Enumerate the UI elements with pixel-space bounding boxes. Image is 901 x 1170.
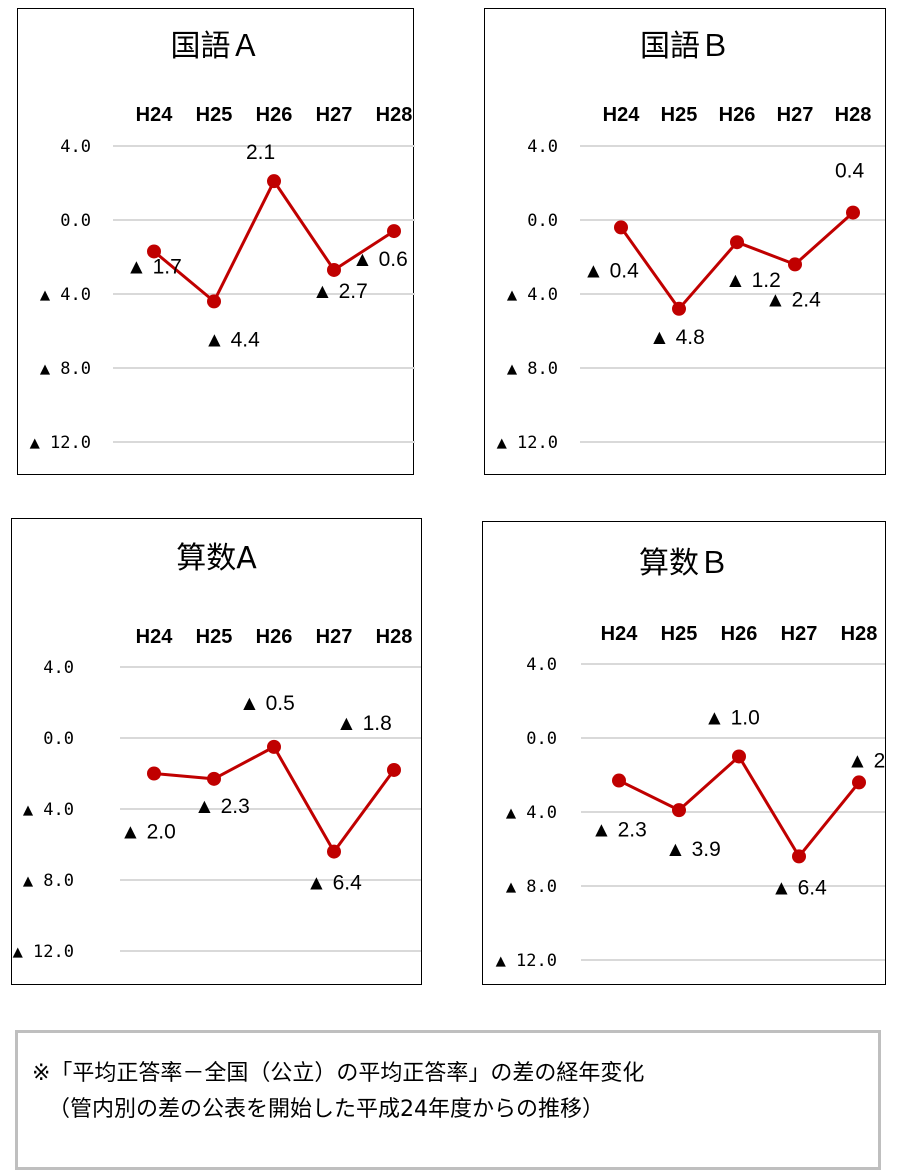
data-label: ▲ 4.8: [649, 326, 705, 349]
x-category-label: H24: [136, 626, 174, 648]
data-point: [327, 844, 341, 859]
y-tick-label: ▲ 4.0: [40, 285, 91, 305]
y-tick-label: 0.0: [43, 729, 74, 749]
x-category-label: H26: [719, 104, 756, 126]
y-tick-label: 4.0: [526, 655, 557, 675]
data-label: ▲ 2.4: [765, 288, 821, 311]
data-label: ▲ 0.5: [239, 692, 295, 715]
data-label: ▲ 1.7: [126, 255, 182, 278]
x-category-label: H28: [835, 104, 872, 126]
x-category-label: H24: [603, 104, 641, 126]
y-tick-label: ▲ 12.0: [497, 433, 558, 453]
data-label: ▲ 2.7: [312, 280, 368, 303]
data-point: [792, 849, 806, 864]
y-tick-label: ▲ 4.0: [506, 803, 557, 823]
footnote-line-2: （管内別の差の公表を開始した平成24年度からの推移）: [48, 1097, 604, 1122]
y-tick-label: ▲ 8.0: [507, 359, 558, 379]
chart-plot: 4.0 0.0 ▲ 4.0 ▲ 8.0 ▲ 12.0 H24 H25 H26 H27 H28 ▲ 1…: [30, 104, 415, 453]
y-tick-label: ▲ 12.0: [13, 942, 74, 962]
data-point: [730, 235, 744, 250]
x-category-label: H24: [601, 623, 639, 645]
x-category-label: H25: [661, 623, 698, 645]
x-category-label: H27: [316, 626, 353, 648]
data-label: ▲ 0.6: [352, 248, 408, 271]
data-point: [852, 775, 866, 790]
data-point: [846, 205, 860, 220]
x-category-label: H27: [777, 104, 814, 126]
y-tick-label: ▲ 4.0: [23, 800, 74, 820]
data-point: [207, 294, 221, 309]
chart-plot: 4.0 0.0 ▲ 4.0 ▲ 8.0 ▲ 12.0 H24 H25 H26 H27 H28 ▲ 2…: [13, 626, 421, 962]
series-line: [618, 755, 861, 858]
x-category-label: H25: [196, 626, 233, 648]
y-tick-label: 4.0: [60, 137, 91, 157]
y-tick-label: 4.0: [43, 658, 74, 678]
y-tick-label: ▲ 8.0: [40, 359, 91, 379]
data-point: [267, 174, 281, 189]
data-label: ▲ 2.4: [847, 749, 887, 772]
data-label: ▲ 3.9: [665, 838, 721, 861]
chart-title: 国語Ｂ: [640, 29, 730, 64]
data-label: ▲ 2.3: [194, 795, 250, 818]
y-tick-label: 4.0: [527, 137, 558, 157]
chart-panel-sansu-b: 算数Ｂ 4.0 0.0 ▲ 4.0 ▲ 8.0 ▲ 12.0 H24 H25 H26 H27 H2…: [482, 521, 887, 985]
y-tick-label: 0.0: [526, 729, 557, 749]
footnote-box: ※「平均正答率－全国（公立）の平均正答率」の差の経年変化 （管内別の差の公表を開…: [15, 1030, 881, 1170]
y-tick-label: 0.0: [60, 211, 91, 231]
y-tick-label: ▲ 8.0: [506, 877, 557, 897]
data-point: [788, 257, 802, 272]
data-point: [612, 773, 626, 788]
y-tick-label: ▲ 12.0: [496, 951, 557, 971]
data-label: 0.4: [835, 160, 865, 183]
data-label: ▲ 4.4: [204, 328, 260, 351]
data-point: [387, 762, 401, 777]
data-point: [732, 749, 746, 764]
x-category-label: H26: [256, 626, 293, 648]
chart-panel-kokugo-b: 国語Ｂ 4.0 0.0 ▲ 4.0 ▲ 8.0 ▲ 12.0 H24 H25 H26 H27 H2…: [484, 8, 886, 475]
data-point: [672, 301, 686, 316]
x-category-label: H28: [376, 626, 413, 648]
chart-title: 算数Ｂ: [639, 546, 729, 581]
x-category-label: H25: [196, 104, 233, 126]
footnote-line-1: ※「平均正答率－全国（公立）の平均正答率」の差の経年変化: [32, 1061, 645, 1086]
data-label: ▲ 1.0: [704, 707, 760, 730]
data-label: ▲ 1.8: [336, 712, 392, 735]
x-category-label: H27: [316, 104, 353, 126]
data-point: [147, 244, 161, 259]
data-point: [147, 766, 161, 781]
x-category-label: H26: [721, 623, 758, 645]
y-tick-label: ▲ 8.0: [23, 871, 74, 891]
data-label: ▲ 0.4: [583, 259, 639, 282]
data-label: ▲ 2.3: [591, 819, 647, 842]
data-point: [614, 220, 628, 235]
x-category-label: H26: [256, 104, 293, 126]
data-point: [207, 771, 221, 786]
chart-plot: 4.0 0.0 ▲ 4.0 ▲ 8.0 ▲ 12.0 H24 H25 H26 H27 H28 ▲ 2…: [496, 623, 887, 971]
data-label: ▲ 1.2: [725, 269, 781, 292]
chart-title: 算数A: [176, 541, 257, 576]
x-category-label: H25: [661, 104, 698, 126]
data-point: [327, 262, 341, 277]
data-point: [387, 224, 401, 239]
chart-panel-sansu-a: 算数A 4.0 0.0 ▲ 4.0 ▲ 8.0 ▲ 12.0 H24 H25 H26 H27 H2…: [11, 518, 422, 985]
y-tick-label: 0.0: [527, 211, 558, 231]
chart-plot: 4.0 0.0 ▲ 4.0 ▲ 8.0 ▲ 12.0 H24 H25 H26 H27 H28 ▲ 0…: [497, 104, 885, 453]
data-point: [672, 803, 686, 818]
data-label: ▲ 6.4: [771, 876, 827, 899]
data-label: ▲ 2.0: [120, 821, 176, 844]
y-tick-label: ▲ 4.0: [507, 285, 558, 305]
series-line: [153, 745, 396, 854]
x-category-label: H28: [841, 623, 878, 645]
x-category-label: H27: [781, 623, 818, 645]
chart-title: 国語Ａ: [170, 29, 261, 64]
x-category-label: H24: [136, 104, 174, 126]
x-category-label: H28: [376, 104, 413, 126]
data-label: 2.1: [246, 141, 275, 164]
data-point: [267, 739, 281, 754]
chart-panel-kokugo-a: 国語Ａ 4.0 0.0 ▲ 4.0 ▲ 8.0 ▲ 12.0 H24 H25 H26 H27 H2…: [17, 8, 415, 475]
y-tick-label: ▲ 12.0: [30, 433, 91, 453]
data-label: ▲ 6.4: [306, 872, 362, 895]
